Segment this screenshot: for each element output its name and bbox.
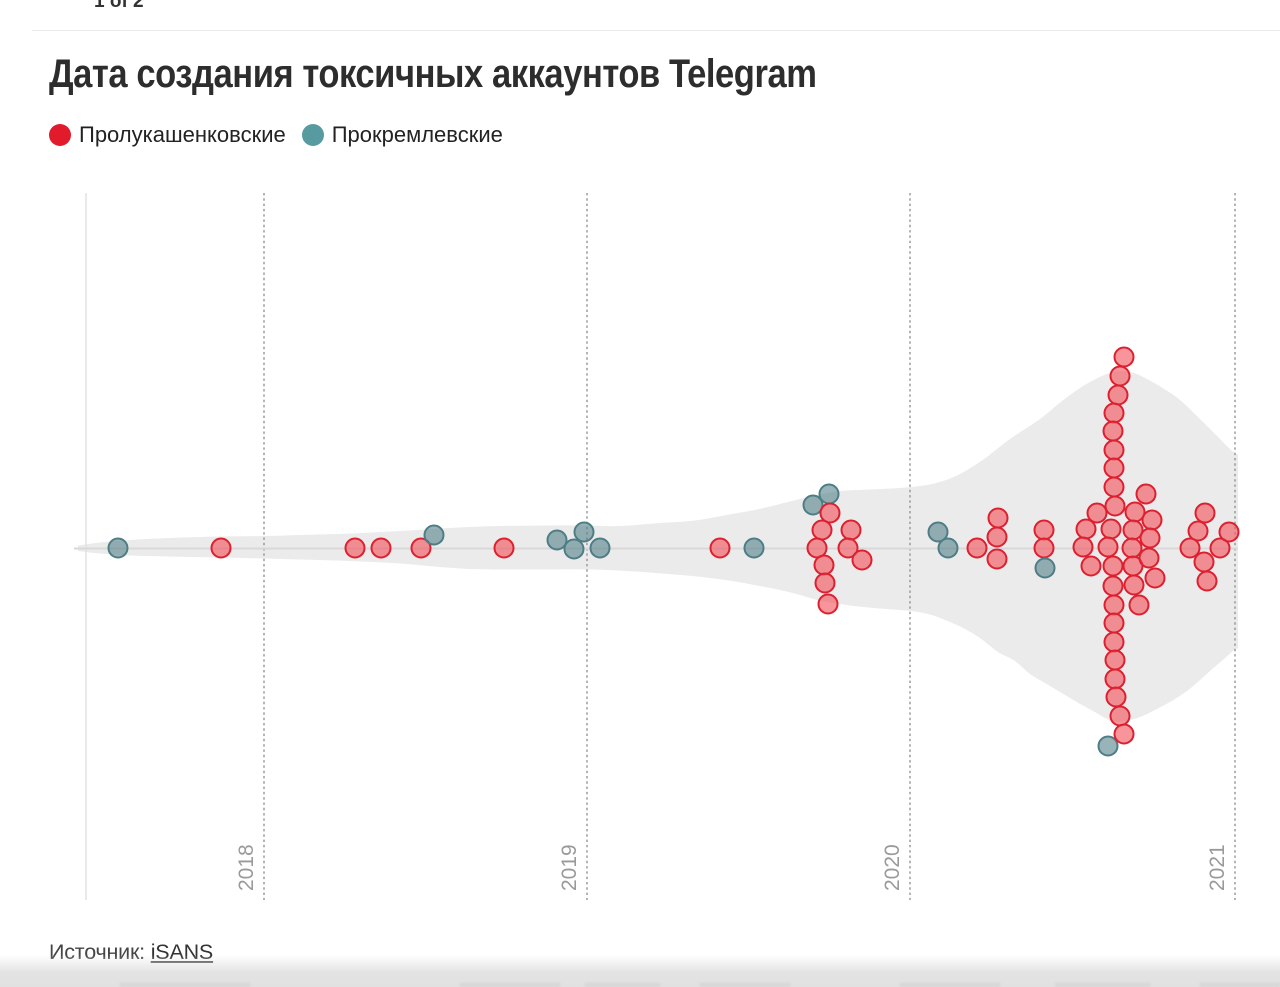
svg-text:2020: 2020: [881, 844, 904, 891]
svg-text:2021: 2021: [1206, 844, 1229, 891]
svg-text:2018: 2018: [235, 844, 258, 891]
svg-text:2019: 2019: [558, 844, 581, 891]
